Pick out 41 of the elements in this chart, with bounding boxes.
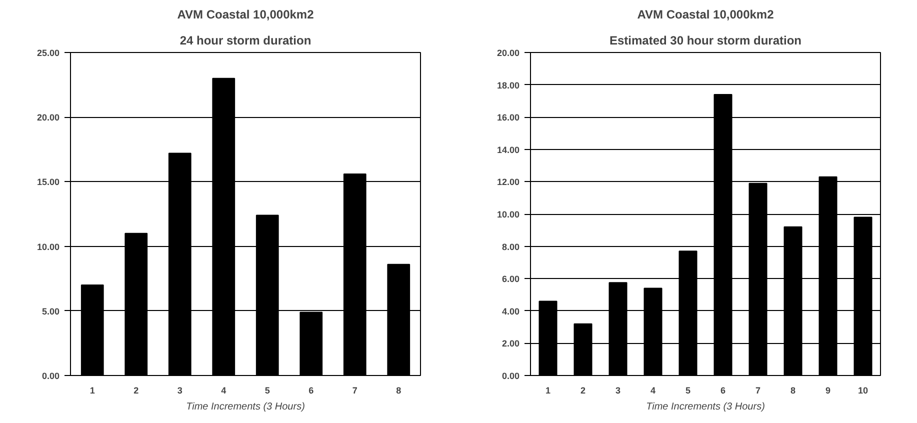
- x-tick-label: 8: [790, 386, 796, 396]
- x-tick-label: 4: [221, 386, 226, 396]
- x-tick-label: 6: [720, 386, 726, 396]
- chart-subtitle: 24 hour storm duration: [180, 34, 312, 48]
- x-axis-title: Time Increments (3 Hours): [186, 402, 305, 412]
- y-tick-label: 25.00: [36, 48, 60, 58]
- y-tick-label: 0.00: [502, 371, 520, 381]
- y-tick-label: 10.00: [496, 210, 520, 220]
- x-tick-label: 6: [308, 386, 314, 396]
- y-tick-label: 5.00: [42, 306, 60, 316]
- y-tick-label: 12.00: [496, 177, 520, 188]
- y-tick-label: 0.00: [42, 371, 60, 381]
- x-tick-label: 7: [352, 386, 358, 396]
- chart-subtitle: Estimated 30 hour storm duration: [609, 34, 802, 48]
- x-tick-label: 3: [615, 386, 621, 396]
- y-tick-label: 6.00: [502, 274, 520, 284]
- x-tick-label: 5: [685, 386, 691, 396]
- y-tick-label: 10.00: [36, 242, 60, 252]
- x-tick-label: 7: [755, 386, 761, 396]
- chart-title: AVM Coastal 10,000km2: [177, 8, 314, 22]
- chart-title: AVM Coastal 10,000km2: [637, 8, 774, 22]
- x-tick-label: 1: [545, 386, 551, 396]
- y-tick-label: 16.00: [496, 112, 520, 123]
- x-tick-label: 1: [90, 386, 95, 396]
- y-tick-label: 15.00: [36, 177, 60, 188]
- x-tick-label: 10: [858, 386, 868, 396]
- y-tick-label: 2.00: [502, 338, 520, 349]
- y-tick-label: 4.00: [502, 306, 520, 316]
- x-tick-label: 4: [650, 386, 656, 396]
- x-tick-label: 2: [580, 386, 586, 396]
- x-tick-label: 2: [134, 386, 139, 396]
- y-tick-label: 20.00: [36, 112, 60, 123]
- y-tick-label: 18.00: [496, 80, 520, 90]
- x-tick-label: 8: [396, 386, 402, 396]
- x-tick-label: 9: [825, 386, 831, 396]
- y-tick-label: 14.00: [496, 144, 520, 155]
- x-tick-label: 5: [264, 386, 270, 396]
- x-tick-label: 3: [177, 386, 182, 396]
- x-axis-title: Time Increments (3 Hours): [646, 402, 765, 412]
- y-tick-label: 8.00: [502, 242, 520, 252]
- y-tick-label: 20.00: [496, 48, 520, 58]
